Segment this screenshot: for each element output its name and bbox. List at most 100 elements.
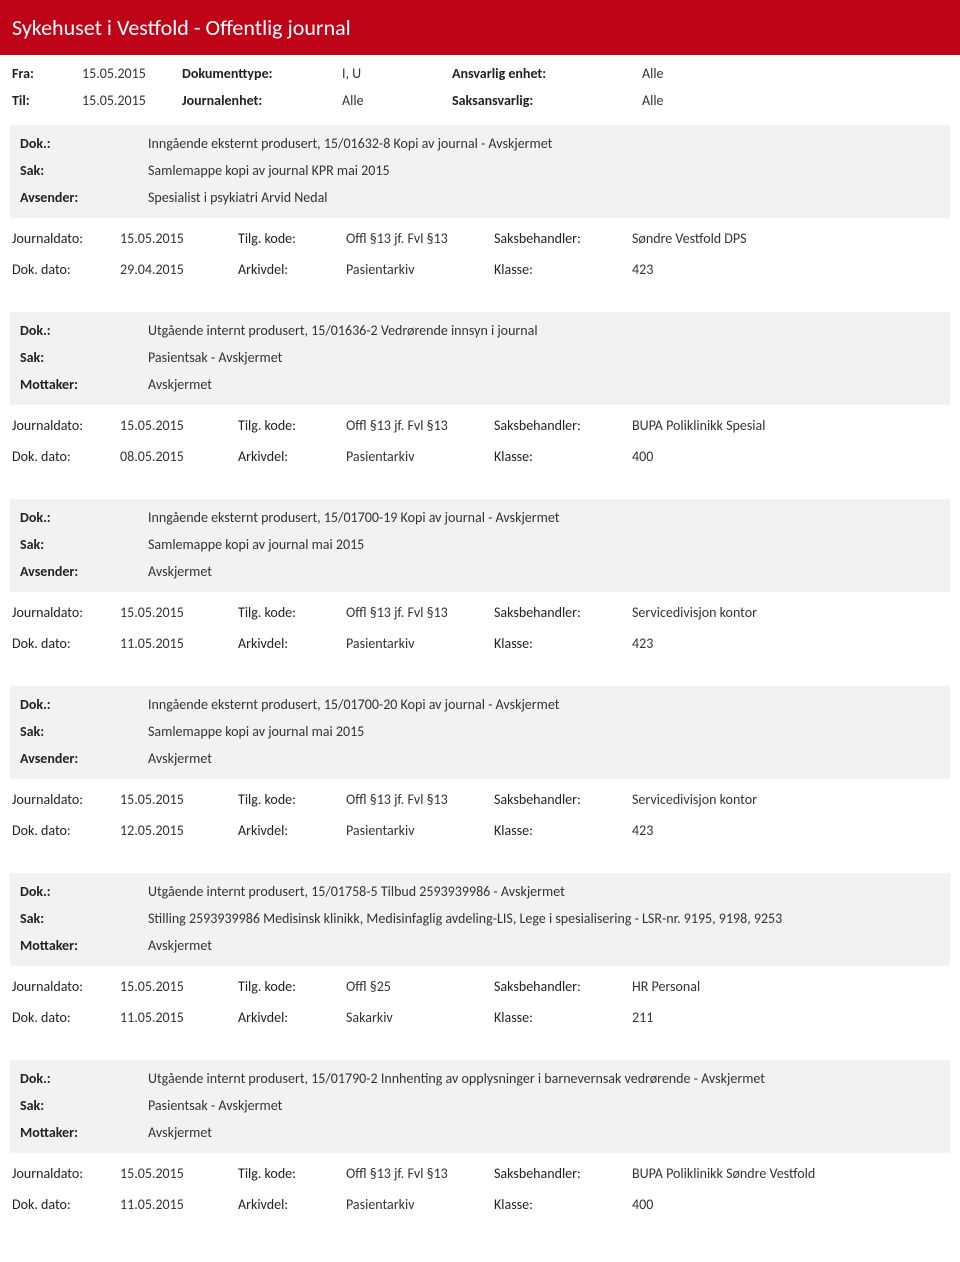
- sak-value: Samlemappe kopi av journal mai 2015: [148, 723, 940, 740]
- arkivdel-value: Sakarkiv: [346, 1009, 486, 1026]
- page-title: Sykehuset i Vestfold - Offentlig journal: [12, 14, 351, 41]
- entry-header: Dok.: Inngående eksternt produsert, 15/0…: [10, 686, 950, 779]
- dokdato-value: 11.05.2015: [120, 1009, 230, 1026]
- dok-label: Dok.:: [20, 135, 140, 152]
- entry-header: Dok.: Utgående internt produsert, 15/016…: [10, 312, 950, 405]
- tilgkode-label: Tilg. kode:: [238, 791, 338, 808]
- dok-label: Dok.:: [20, 509, 140, 526]
- party-value: Avskjermet: [148, 937, 940, 954]
- filter-panel: Fra: 15.05.2015 Dokumenttype: I, U Ansva…: [0, 55, 960, 125]
- journal-entry: Dok.: Inngående eksternt produsert, 15/0…: [10, 125, 950, 278]
- filter-fra-label: Fra:: [12, 65, 72, 82]
- entry-header: Dok.: Inngående eksternt produsert, 15/0…: [10, 499, 950, 592]
- saksbehandler-value: Søndre Vestfold DPS: [632, 230, 948, 247]
- party-label: Mottaker:: [20, 376, 140, 393]
- dokdato-value: 11.05.2015: [120, 1196, 230, 1213]
- saksbehandler-label: Saksbehandler:: [494, 791, 624, 808]
- dokdato-label: Dok. dato:: [12, 1196, 112, 1213]
- party-value: Avskjermet: [148, 750, 940, 767]
- entry-meta: Journaldato: 15.05.2015 Tilg. kode: Offl…: [10, 779, 950, 839]
- saksbehandler-value: BUPA Poliklinikk Søndre Vestfold: [632, 1165, 948, 1182]
- dok-value: Utgående internt produsert, 15/01636-2 V…: [148, 322, 940, 339]
- dokdato-value: 11.05.2015: [120, 635, 230, 652]
- journal-entry: Dok.: Inngående eksternt produsert, 15/0…: [10, 686, 950, 839]
- sak-value: Pasientsak - Avskjermet: [148, 1097, 940, 1114]
- dokdato-value: 08.05.2015: [120, 448, 230, 465]
- tilgkode-value: Offl §13 jf. Fvl §13: [346, 230, 486, 247]
- klasse-label: Klasse:: [494, 822, 624, 839]
- journaldato-label: Journaldato:: [12, 978, 112, 995]
- arkivdel-label: Arkivdel:: [238, 635, 338, 652]
- klasse-label: Klasse:: [494, 1009, 624, 1026]
- klasse-value: 423: [632, 261, 948, 278]
- journaldato-value: 15.05.2015: [120, 978, 230, 995]
- arkivdel-value: Pasientarkiv: [346, 822, 486, 839]
- party-value: Avskjermet: [148, 1124, 940, 1141]
- filter-doktype-label: Dokumenttype:: [182, 65, 332, 82]
- dok-value: Utgående internt produsert, 15/01758-5 T…: [148, 883, 940, 900]
- dokdato-label: Dok. dato:: [12, 1009, 112, 1026]
- tilgkode-value: Offl §13 jf. Fvl §13: [346, 604, 486, 621]
- dokdato-label: Dok. dato:: [12, 635, 112, 652]
- dok-label: Dok.:: [20, 1070, 140, 1087]
- arkivdel-value: Pasientarkiv: [346, 261, 486, 278]
- journal-entry: Dok.: Inngående eksternt produsert, 15/0…: [10, 499, 950, 652]
- entry-meta: Journaldato: 15.05.2015 Tilg. kode: Offl…: [10, 592, 950, 652]
- party-value: Avskjermet: [148, 376, 940, 393]
- dok-label: Dok.:: [20, 883, 140, 900]
- tilgkode-label: Tilg. kode:: [238, 604, 338, 621]
- dok-value: Inngående eksternt produsert, 15/01632-8…: [148, 135, 940, 152]
- dok-value: Inngående eksternt produsert, 15/01700-2…: [148, 696, 940, 713]
- journaldato-label: Journaldato:: [12, 791, 112, 808]
- saksbehandler-value: Servicedivisjon kontor: [632, 604, 948, 621]
- journaldato-label: Journaldato:: [12, 417, 112, 434]
- journaldato-value: 15.05.2015: [120, 604, 230, 621]
- klasse-label: Klasse:: [494, 1196, 624, 1213]
- sak-value: Stilling 2593939986 Medisinsk klinikk, M…: [148, 910, 940, 927]
- dok-value: Inngående eksternt produsert, 15/01700-1…: [148, 509, 940, 526]
- saksbehandler-label: Saksbehandler:: [494, 1165, 624, 1182]
- filter-saksansvarlig-label: Saksansvarlig:: [452, 92, 632, 109]
- klasse-label: Klasse:: [494, 448, 624, 465]
- dokdato-label: Dok. dato:: [12, 822, 112, 839]
- journaldato-value: 15.05.2015: [120, 1165, 230, 1182]
- klasse-value: 423: [632, 635, 948, 652]
- arkivdel-label: Arkivdel:: [238, 822, 338, 839]
- klasse-label: Klasse:: [494, 635, 624, 652]
- journal-entry: Dok.: Utgående internt produsert, 15/017…: [10, 873, 950, 1026]
- saksbehandler-value: Servicedivisjon kontor: [632, 791, 948, 808]
- tilgkode-value: Offl §25: [346, 978, 486, 995]
- filter-til-value: 15.05.2015: [82, 92, 172, 109]
- filter-journalenhet-label: Journalenhet:: [182, 92, 332, 109]
- filter-saksansvarlig-value: Alle: [642, 92, 742, 109]
- entry-meta: Journaldato: 15.05.2015 Tilg. kode: Offl…: [10, 218, 950, 278]
- tilgkode-label: Tilg. kode:: [238, 978, 338, 995]
- klasse-value: 400: [632, 1196, 948, 1213]
- filter-journalenhet-value: Alle: [342, 92, 442, 109]
- arkivdel-value: Pasientarkiv: [346, 1196, 486, 1213]
- sak-label: Sak:: [20, 162, 140, 179]
- klasse-value: 423: [632, 822, 948, 839]
- sak-label: Sak:: [20, 723, 140, 740]
- dok-label: Dok.:: [20, 696, 140, 713]
- arkivdel-value: Pasientarkiv: [346, 448, 486, 465]
- dok-label: Dok.:: [20, 322, 140, 339]
- sak-value: Samlemappe kopi av journal mai 2015: [148, 536, 940, 553]
- journaldato-label: Journaldato:: [12, 604, 112, 621]
- sak-label: Sak:: [20, 349, 140, 366]
- dok-value: Utgående internt produsert, 15/01790-2 I…: [148, 1070, 940, 1087]
- journal-entry: Dok.: Utgående internt produsert, 15/017…: [10, 1060, 950, 1213]
- tilgkode-value: Offl §13 jf. Fvl §13: [346, 417, 486, 434]
- sak-value: Samlemappe kopi av journal KPR mai 2015: [148, 162, 940, 179]
- entry-meta: Journaldato: 15.05.2015 Tilg. kode: Offl…: [10, 1153, 950, 1213]
- page-title-bar: Sykehuset i Vestfold - Offentlig journal: [0, 0, 960, 55]
- journaldato-label: Journaldato:: [12, 1165, 112, 1182]
- party-value: Avskjermet: [148, 563, 940, 580]
- entry-meta: Journaldato: 15.05.2015 Tilg. kode: Offl…: [10, 966, 950, 1026]
- saksbehandler-label: Saksbehandler:: [494, 230, 624, 247]
- saksbehandler-label: Saksbehandler:: [494, 978, 624, 995]
- tilgkode-label: Tilg. kode:: [238, 230, 338, 247]
- journal-entry: Dok.: Utgående internt produsert, 15/016…: [10, 312, 950, 465]
- journaldato-value: 15.05.2015: [120, 417, 230, 434]
- journaldato-value: 15.05.2015: [120, 791, 230, 808]
